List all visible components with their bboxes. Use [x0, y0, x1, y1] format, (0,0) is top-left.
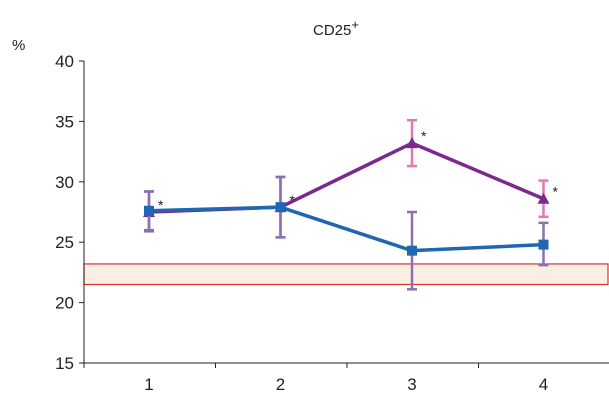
significance-marker: * [290, 192, 296, 208]
reference-band [83, 263, 609, 286]
square-marker [144, 205, 154, 216]
y-tick-label: 20 [55, 294, 74, 313]
square-marker [407, 245, 417, 256]
square-marker [538, 239, 549, 250]
y-tick-label: 25 [55, 233, 74, 252]
x-tick-label: 4 [539, 375, 548, 394]
series-1: * * * * [143, 118, 559, 239]
series-2 [144, 175, 549, 291]
triangle-marker [537, 192, 550, 204]
significance-marker: * [553, 184, 559, 200]
axes: 15 20 25 30 35 40 1 2 3 4 [55, 52, 609, 394]
chart-title-superscript: + [351, 17, 359, 32]
x-tick-label: 3 [407, 375, 416, 394]
significance-marker: * [421, 128, 427, 144]
series-line [148, 205, 544, 253]
x-tick-label: 2 [276, 375, 285, 394]
significance-marker: * [158, 197, 164, 213]
chart-title: CD25+ [313, 17, 359, 39]
x-tick-label: 1 [144, 375, 153, 394]
series-layer: * * * * [143, 118, 559, 291]
y-tick-label: 15 [55, 354, 74, 373]
reference-band-layer [83, 263, 609, 286]
y-tick-label: 35 [55, 112, 74, 131]
chart-title-text: CD25 [313, 22, 351, 39]
triangle-marker [406, 137, 418, 149]
square-marker [275, 202, 286, 213]
y-axis-label: % [12, 37, 25, 54]
series-line [148, 141, 545, 214]
y-tick-label: 30 [55, 173, 74, 192]
y-tick-label: 40 [55, 52, 74, 71]
